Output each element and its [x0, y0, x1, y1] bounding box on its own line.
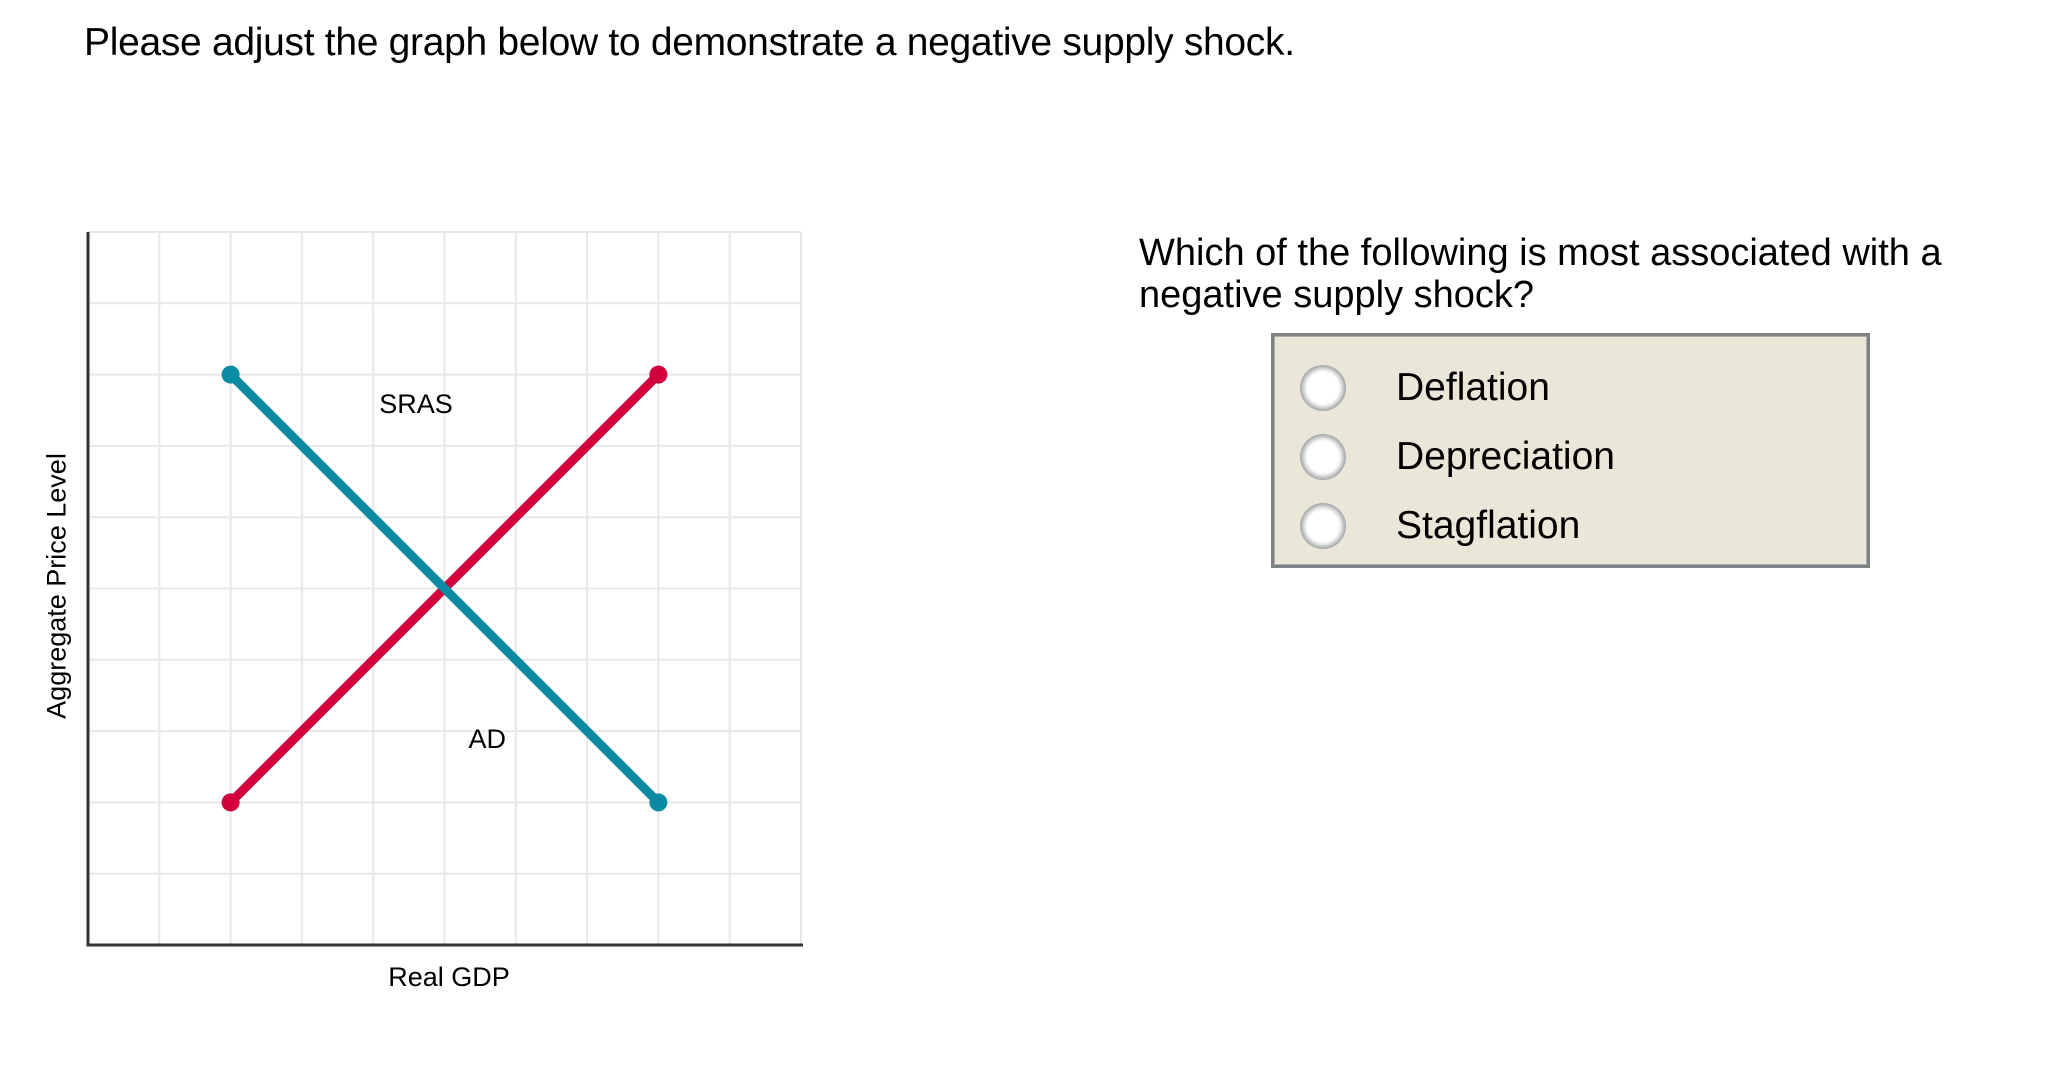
radio-button-icon[interactable] — [1300, 503, 1346, 549]
option-stagflation[interactable]: Stagflation — [1274, 496, 1867, 556]
chart-series[interactable] — [221, 365, 668, 812]
option-label: Stagflation — [1396, 504, 1581, 547]
option-label: Deflation — [1396, 366, 1550, 409]
instruction-text: Please adjust the graph below to demonst… — [84, 21, 1295, 64]
answer-options-group: Deflation Depreciation Stagflation — [1271, 333, 1870, 568]
ad-curve-label: AD — [468, 724, 507, 755]
ad-drag-handle[interactable] — [649, 793, 668, 812]
radio-button-icon[interactable] — [1300, 365, 1346, 411]
x-axis-label: Real GDP — [388, 962, 510, 992]
sras-drag-handle[interactable] — [649, 365, 668, 384]
sras-drag-handle[interactable] — [221, 793, 240, 812]
ad-drag-handle[interactable] — [221, 365, 240, 384]
chart-axes — [86, 232, 803, 947]
y-axis-label: Aggregate Price Level — [41, 453, 72, 719]
ad-sras-graph[interactable] — [0, 0, 900, 1075]
option-deflation[interactable]: Deflation — [1274, 358, 1867, 418]
option-depreciation[interactable]: Depreciation — [1274, 427, 1867, 487]
option-label: Depreciation — [1396, 435, 1615, 478]
ad-curve[interactable] — [221, 365, 668, 812]
sras-curve-label: SRAS — [379, 389, 453, 420]
radio-button-icon[interactable] — [1300, 434, 1346, 480]
question-text: Which of the following is most associate… — [1139, 232, 1942, 316]
